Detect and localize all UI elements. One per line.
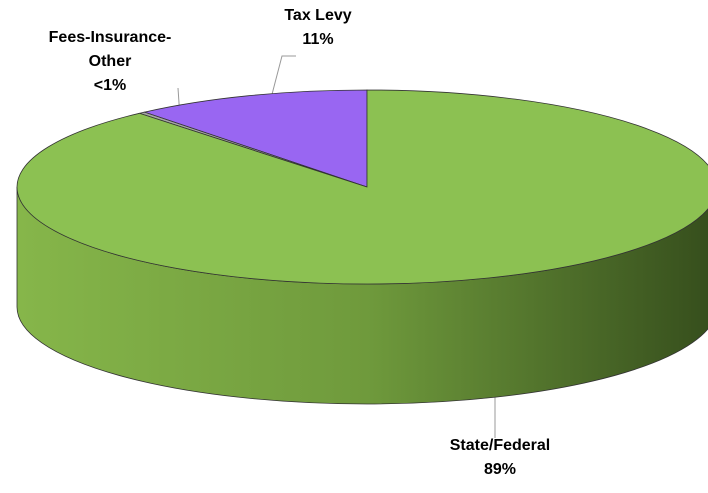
value-label: 11%	[302, 31, 334, 48]
pie-slice	[142, 89, 368, 188]
pie-slice	[16, 89, 708, 285]
value-label: 89%	[483, 461, 517, 478]
category-label: Tax Levy	[284, 7, 352, 24]
category-label: Fees-Insurance-Other	[48, 29, 172, 70]
slice-label: Fees-Insurance-Other <1%	[40, 26, 180, 98]
leader-line	[269, 55, 296, 103]
slice-label: State/Federal 89%	[435, 434, 565, 482]
category-label: State/Federal	[449, 437, 551, 454]
slice-label: Tax Levy 11%	[268, 4, 368, 52]
value-label: <1%	[93, 77, 127, 94]
